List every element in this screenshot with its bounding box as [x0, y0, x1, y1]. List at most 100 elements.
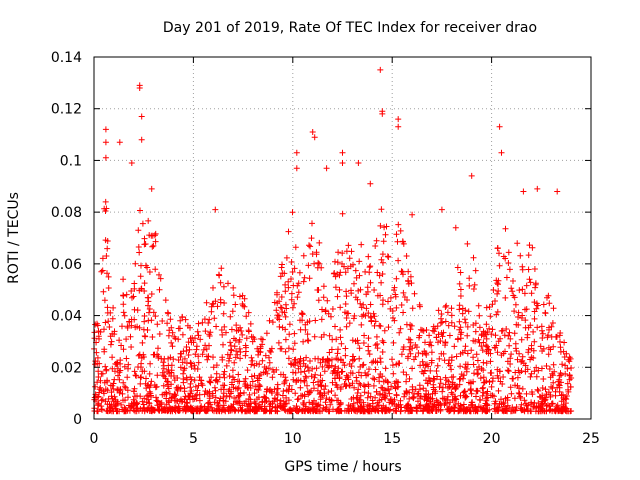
data-point — [409, 386, 416, 393]
data-point — [194, 387, 201, 394]
data-point — [483, 402, 490, 409]
data-point — [291, 357, 298, 363]
data-point — [107, 341, 114, 348]
data-point — [311, 385, 317, 392]
data-point — [221, 300, 228, 306]
data-point — [269, 374, 276, 381]
data-point — [316, 391, 323, 398]
data-point — [159, 391, 166, 398]
data-point — [535, 408, 542, 415]
data-point — [389, 400, 396, 407]
data-point — [324, 362, 330, 369]
data-point — [281, 270, 288, 277]
data-point — [219, 331, 226, 338]
data-point — [357, 392, 364, 399]
data-point — [562, 362, 569, 369]
data-point — [494, 349, 501, 356]
data-point — [400, 289, 407, 296]
data-point — [220, 341, 226, 348]
data-point — [508, 390, 515, 397]
data-point — [276, 323, 283, 330]
data-point — [141, 395, 148, 402]
data-point — [97, 329, 104, 335]
data-point — [471, 281, 478, 288]
data-point — [456, 326, 463, 333]
data-point — [505, 260, 512, 266]
data-point — [168, 362, 175, 369]
data-point — [336, 374, 343, 381]
data-point — [427, 339, 434, 346]
data-point — [141, 235, 148, 242]
data-point — [253, 360, 260, 367]
data-point — [509, 408, 516, 415]
data-point — [227, 313, 234, 320]
data-point — [480, 374, 487, 381]
data-point — [297, 326, 304, 333]
data-point — [112, 368, 118, 375]
data-point — [398, 268, 405, 275]
data-point — [393, 378, 400, 385]
x-tick-label: 10 — [284, 431, 302, 447]
data-point — [428, 359, 435, 366]
y-tick-label: 0.02 — [51, 360, 82, 376]
data-point — [311, 374, 318, 381]
data-point — [106, 405, 113, 411]
data-point — [186, 346, 193, 353]
data-point — [225, 404, 232, 411]
data-point — [268, 345, 275, 352]
data-point — [136, 249, 143, 256]
data-point — [311, 333, 318, 340]
data-point — [123, 291, 130, 298]
data-point — [277, 371, 284, 378]
data-point — [341, 263, 347, 270]
data-point — [546, 324, 552, 331]
data-point — [171, 404, 178, 411]
data-point — [515, 390, 522, 396]
data-point — [190, 407, 197, 414]
data-point — [400, 309, 407, 316]
data-point — [128, 322, 135, 329]
data-point — [498, 396, 504, 403]
data-point — [139, 368, 146, 375]
data-point — [123, 336, 130, 343]
data-point — [524, 366, 531, 373]
data-point — [347, 406, 353, 412]
data-point — [365, 253, 372, 260]
data-point — [120, 379, 127, 386]
data-point — [317, 378, 324, 385]
data-point — [349, 370, 356, 377]
data-point — [389, 362, 396, 369]
data-point — [141, 313, 148, 319]
data-point — [514, 374, 521, 381]
data-point — [159, 369, 166, 376]
data-point — [136, 85, 143, 91]
data-point — [337, 269, 344, 276]
data-point — [377, 323, 384, 330]
data-point — [128, 344, 135, 350]
data-point — [291, 300, 298, 307]
data-point — [235, 394, 242, 400]
data-point — [230, 401, 237, 408]
data-point — [232, 301, 239, 308]
plot-frame — [93, 56, 592, 420]
data-point — [217, 395, 224, 402]
data-point — [334, 271, 341, 278]
data-point — [165, 407, 172, 413]
data-point — [447, 399, 454, 406]
data-point — [237, 349, 244, 355]
data-point — [356, 345, 363, 352]
data-point — [277, 397, 284, 404]
data-point — [152, 313, 159, 320]
data-point — [401, 390, 408, 397]
data-point — [184, 400, 191, 407]
data-point — [544, 334, 551, 341]
data-point — [546, 366, 553, 372]
data-point — [483, 342, 489, 349]
data-point — [364, 406, 371, 413]
data-point — [345, 310, 352, 317]
data-point — [302, 373, 309, 380]
data-point — [457, 286, 464, 293]
data-point — [428, 349, 435, 356]
data-point — [196, 374, 203, 381]
data-point — [273, 404, 279, 411]
